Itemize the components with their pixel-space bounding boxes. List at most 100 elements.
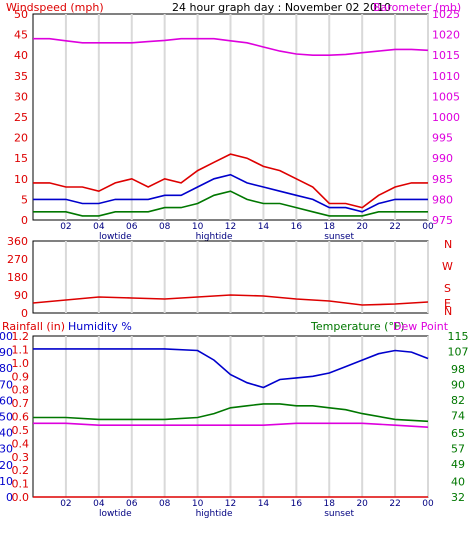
compass-n-bottom: N [444, 305, 452, 318]
x-tick-label: 20 [356, 499, 368, 509]
middle-left-tick-label: 0 [21, 307, 28, 320]
top-series-line-2 [33, 173, 428, 213]
x-tick-label: 02 [60, 499, 71, 509]
bottom-series-line-2 [33, 422, 429, 428]
humidity-tick-label: 70 [0, 378, 13, 391]
temperature-tick-label: 107 [448, 346, 468, 359]
x-tick-label: 14 [258, 222, 270, 232]
x-tick-label: 14 [258, 499, 270, 509]
rain-tick-label: 0.4 [12, 437, 30, 450]
page-title: 24 hour graph day : November 02 2010 [172, 1, 391, 14]
x-tick-label: 00 [422, 499, 434, 509]
right-tick-label: 980 [432, 193, 453, 206]
x-tick-label: 08 [159, 222, 171, 232]
temperature-tick-label: 98 [451, 363, 465, 376]
humidity-tick-label: 40 [0, 427, 13, 440]
x-tick-label: 00 [422, 222, 434, 232]
x-annotation: sunset [324, 509, 354, 519]
right-tick-label: 1025 [432, 8, 460, 21]
x-tick-label: 04 [93, 499, 105, 509]
humidity-tick-label: 20 [0, 459, 13, 472]
windspeed-label: Windspeed (mph) [6, 1, 104, 14]
top-series-line-3 [33, 190, 428, 217]
x-tick-label: 18 [324, 222, 336, 232]
humidity-tick-label: 100 [0, 330, 13, 343]
middle-left-tick-label: 360 [7, 235, 28, 248]
rain-tick-label: 1.1 [12, 343, 30, 356]
right-tick-label: 1005 [432, 90, 460, 103]
left-tick-label: 50 [14, 8, 28, 21]
left-tick-label: 40 [14, 49, 28, 62]
compass-e: E [444, 297, 451, 310]
x-annotation: lowtide [99, 509, 132, 519]
temperature-label: Temperature (°F) [310, 320, 405, 333]
x-tick-label: 12 [225, 499, 236, 509]
temperature-tick-label: 74 [451, 410, 465, 423]
temperature-tick-label: 40 [451, 475, 465, 488]
rain-tick-label: 1.0 [12, 357, 30, 370]
right-tick-label: 1020 [432, 29, 460, 42]
x-tick-label: 06 [126, 499, 138, 509]
left-tick-label: 25 [14, 111, 28, 124]
left-tick-label: 5 [21, 193, 28, 206]
top-series-line-1 [33, 153, 428, 209]
x-tick-label: 16 [291, 499, 303, 509]
dewpoint-label: Dew Point [393, 320, 449, 333]
humidity-tick-label: 50 [0, 411, 13, 424]
temperature-tick-label: 90 [451, 378, 465, 391]
x-annotation: sunset [324, 232, 354, 242]
rain-tick-label: 0.8 [12, 384, 30, 397]
x-tick-label: 22 [389, 499, 400, 509]
x-tick-label: 12 [225, 222, 236, 232]
top-chart: 0510152025303540455097598098599099510001… [14, 8, 460, 242]
x-tick-label: 22 [389, 222, 400, 232]
left-tick-label: 15 [14, 152, 28, 165]
x-annotation: hightide [196, 232, 233, 242]
temperature-tick-label: 57 [451, 443, 465, 456]
humidity-label: Humidity % [68, 320, 132, 333]
right-tick-label: 995 [432, 132, 453, 145]
middle-series-line-0 [32, 294, 429, 306]
barometer-label: Barometer (mb) [373, 1, 461, 14]
compass-w: W [442, 260, 453, 273]
x-tick-label: 18 [324, 499, 336, 509]
middle-chart: 0 90 180 270 360 [7, 235, 429, 320]
x-tick-label: 10 [192, 499, 204, 509]
right-tick-label: 1000 [432, 111, 460, 124]
left-tick-label: 30 [14, 90, 28, 103]
right-tick-label: 990 [432, 152, 453, 165]
left-tick-label: 0 [21, 214, 28, 227]
humidity-tick-label: 80 [0, 362, 13, 375]
rain-tick-label: 0.3 [12, 451, 30, 464]
x-tick-label: 02 [60, 222, 71, 232]
temperature-tick-label: 115 [448, 330, 468, 343]
left-tick-label: 45 [14, 29, 28, 42]
x-annotation: lowtide [99, 232, 132, 242]
rain-tick-label: 0.7 [12, 397, 30, 410]
rain-tick-label: 0.5 [12, 424, 30, 437]
rain-tick-label: 0.0 [12, 491, 30, 504]
rain-tick-label: 0.9 [12, 370, 30, 383]
rainfall-label: Rainfall (in) [2, 320, 65, 333]
humidity-tick-label: 90 [0, 346, 13, 359]
temperature-tick-label: 82 [451, 394, 465, 407]
temperature-tick-label: 65 [451, 427, 465, 440]
middle-left-tick-label: 180 [7, 271, 28, 284]
right-tick-label: 1010 [432, 70, 460, 83]
temperature-tick-label: 32 [451, 491, 465, 504]
humidity-tick-label: 0 [6, 491, 13, 504]
right-tick-label: 985 [432, 173, 453, 186]
rain-tick-label: 0.6 [12, 411, 30, 424]
rain-tick-label: 0.2 [12, 464, 30, 477]
bottom-chart: 0 10 20 30 40 50 60 70 80 90 100 0.00.10.20.30.40.5… [0, 330, 468, 519]
temperature-tick-label: 49 [451, 458, 465, 471]
middle-left-tick-label: 90 [14, 289, 28, 302]
x-tick-label: 08 [159, 499, 171, 509]
humidity-tick-label: 30 [0, 443, 13, 456]
x-tick-label: 20 [356, 222, 368, 232]
rain-tick-label: 1.2 [12, 330, 30, 343]
left-tick-label: 35 [14, 70, 28, 83]
rain-tick-label: 0.1 [12, 478, 30, 491]
bottom-series-line-1 [33, 403, 429, 423]
